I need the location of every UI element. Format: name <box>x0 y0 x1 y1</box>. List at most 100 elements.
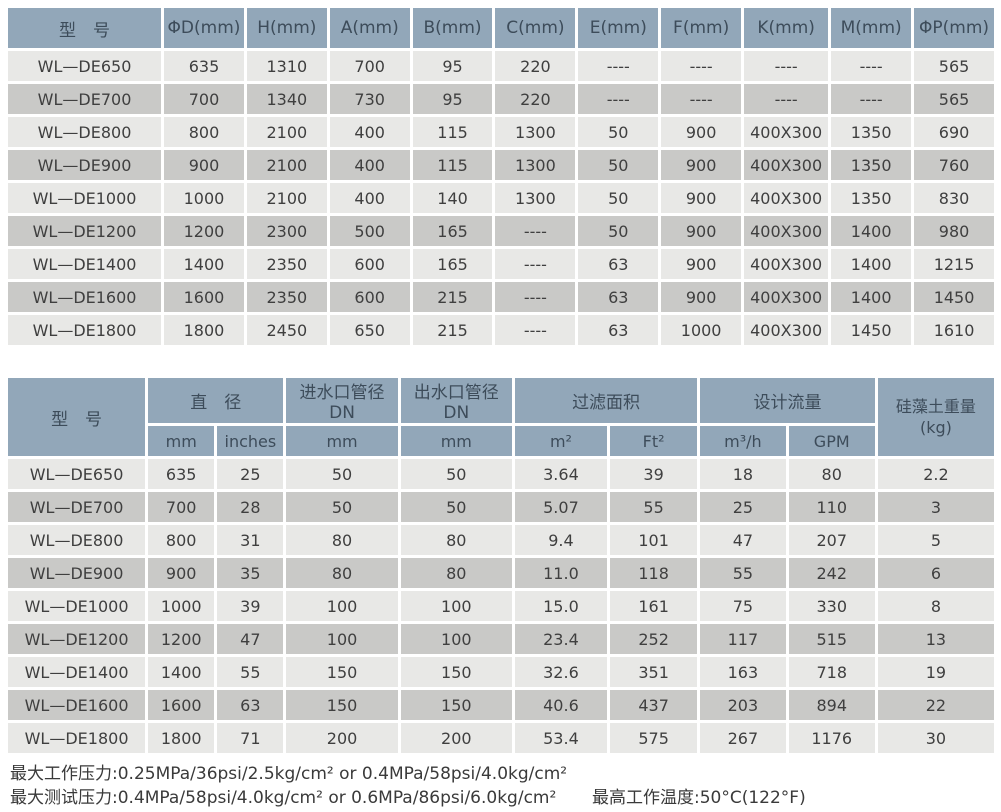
value-cell: 63 <box>578 315 659 345</box>
model-cell: WL—DE1600 <box>8 282 162 312</box>
model-cell: WL—DE1200 <box>8 624 146 654</box>
model-cell: WL—DE1600 <box>8 690 146 720</box>
max-working-pressure-note: 最大工作压力:0.25MPa/36psi/2.5kg/cm² or 0.4MPa… <box>10 764 568 784</box>
value-cell: 215 <box>412 315 493 345</box>
value-cell: 635 <box>164 51 244 81</box>
value-cell: 22 <box>877 690 994 720</box>
value-cell: 117 <box>700 624 786 654</box>
value-cell: 50 <box>578 216 659 246</box>
value-cell: 730 <box>329 84 410 114</box>
unit-header-flow-m3h: m³/h <box>700 426 786 456</box>
value-cell: 39 <box>217 591 284 621</box>
value-cell: 23.4 <box>514 624 607 654</box>
value-cell: 1310 <box>246 51 327 81</box>
value-cell: 565 <box>914 84 994 114</box>
value-cell: 565 <box>914 51 994 81</box>
value-cell: ---- <box>495 282 576 312</box>
value-cell: 220 <box>495 51 576 81</box>
value-cell: 50 <box>400 492 512 522</box>
value-cell: 1300 <box>495 183 576 213</box>
value-cell: 400X300 <box>744 216 829 246</box>
value-cell: 6 <box>877 558 994 588</box>
col-header-design-flow: 设计流量 <box>700 378 875 423</box>
value-cell: ---- <box>495 216 576 246</box>
table-row: WL—DE1000 1000 2100 400 140 1300 50 900 400X300 1… <box>8 183 994 213</box>
model-cell: WL—DE1800 <box>8 315 162 345</box>
value-cell: 1200 <box>148 624 215 654</box>
table-row: WL—DE1000 1000 39 100 100 15.0 161 75 330 8 <box>8 591 994 621</box>
value-cell: 140 <box>412 183 493 213</box>
value-cell: 31 <box>217 525 284 555</box>
value-cell: 200 <box>286 723 398 753</box>
value-cell: 150 <box>400 657 512 687</box>
unit-header-diameter-inches: inches <box>217 426 284 456</box>
value-cell: 50 <box>286 459 398 489</box>
dimensions-table: 型 号 ΦD(mm) H(mm) A(mm) B(mm) C(mm) E(mm) F(mm) K… <box>5 5 997 348</box>
value-cell: 242 <box>788 558 875 588</box>
col-header-outlet-dn: 出水口管径DN <box>400 378 512 423</box>
value-cell: 900 <box>661 150 742 180</box>
value-cell: 63 <box>578 282 659 312</box>
value-cell: 515 <box>788 624 875 654</box>
col-header-dim: ΦP(mm) <box>914 8 994 48</box>
value-cell: 32.6 <box>514 657 607 687</box>
value-cell: 115 <box>412 150 493 180</box>
value-cell: 101 <box>609 525 698 555</box>
model-cell: WL—DE650 <box>8 459 146 489</box>
max-working-temperature-note: 最高工作温度:50°C(122°F) <box>592 788 806 808</box>
dimensions-table-header: 型 号 ΦD(mm) H(mm) A(mm) B(mm) C(mm) E(mm) F(mm) K… <box>8 8 994 48</box>
col-header-dim: E(mm) <box>578 8 659 48</box>
value-cell: 50 <box>286 492 398 522</box>
table-row: WL—DE1200 1200 2300 500 165 ---- 50 900 400X300 1… <box>8 216 994 246</box>
model-cell: WL—DE1400 <box>8 249 162 279</box>
capacity-table-header: 型 号 直 径 进水口管径DN 出水口管径DN 过滤面积 设计流量 硅藻土重量 … <box>8 378 994 456</box>
value-cell: 1400 <box>831 282 912 312</box>
de-weight-label: 硅藻土重量 <box>895 397 976 416</box>
unit-header-area-m2: m² <box>514 426 607 456</box>
unit-header-inlet-mm: mm <box>286 426 398 456</box>
value-cell: 55 <box>700 558 786 588</box>
value-cell: 2350 <box>246 249 327 279</box>
value-cell: 63 <box>578 249 659 279</box>
value-cell: 1000 <box>661 315 742 345</box>
table-row: WL—DE650 635 25 50 50 3.64 39 18 80 2.2 <box>8 459 994 489</box>
table-row: WL—DE650 635 1310 700 95 220 ---- ---- ---- ---- 5… <box>8 51 994 81</box>
value-cell: 3 <box>877 492 994 522</box>
table-row: WL—DE1800 1800 71 200 200 53.4 575 267 1176 30 <box>8 723 994 753</box>
table-row: WL—DE700 700 1340 730 95 220 ---- ---- ---- ---- 5… <box>8 84 994 114</box>
value-cell: ---- <box>495 249 576 279</box>
table-row: WL—DE800 800 2100 400 115 1300 50 900 400X300 135… <box>8 117 994 147</box>
value-cell: 2100 <box>246 150 327 180</box>
value-cell: 760 <box>914 150 994 180</box>
value-cell: 1400 <box>148 657 215 687</box>
value-cell: 1400 <box>164 249 244 279</box>
header-row: 型 号 ΦD(mm) H(mm) A(mm) B(mm) C(mm) E(mm) F(mm) K… <box>8 8 994 48</box>
value-cell: 575 <box>609 723 698 753</box>
value-cell: 63 <box>217 690 284 720</box>
table-row: WL—DE800 800 31 80 80 9.4 101 47 207 5 <box>8 525 994 555</box>
value-cell: 830 <box>914 183 994 213</box>
table-row: WL—DE1200 1200 47 100 100 23.4 252 117 515 13 <box>8 624 994 654</box>
value-cell: 95 <box>412 84 493 114</box>
unit-header-diameter-mm: mm <box>148 426 215 456</box>
value-cell: 100 <box>286 591 398 621</box>
col-header-de-weight: 硅藻土重量 (kg) <box>877 378 994 456</box>
value-cell: 400X300 <box>744 315 829 345</box>
value-cell: 252 <box>609 624 698 654</box>
value-cell: 55 <box>217 657 284 687</box>
model-cell: WL—DE1800 <box>8 723 146 753</box>
max-test-pressure-note: 最大测试压力:0.4MPa/58psi/4.0kg/cm² or 0.6MPa/… <box>10 788 557 808</box>
value-cell: 980 <box>914 216 994 246</box>
value-cell: 2100 <box>246 183 327 213</box>
value-cell: 700 <box>148 492 215 522</box>
value-cell: 150 <box>400 690 512 720</box>
value-cell: 267 <box>700 723 786 753</box>
value-cell: 1400 <box>831 216 912 246</box>
value-cell: 203 <box>700 690 786 720</box>
value-cell: 400X300 <box>744 117 829 147</box>
col-header-dim: M(mm) <box>831 8 912 48</box>
model-cell: WL—DE1200 <box>8 216 162 246</box>
value-cell: 1300 <box>495 117 576 147</box>
col-header-model: 型 号 <box>8 8 162 48</box>
value-cell: 71 <box>217 723 284 753</box>
